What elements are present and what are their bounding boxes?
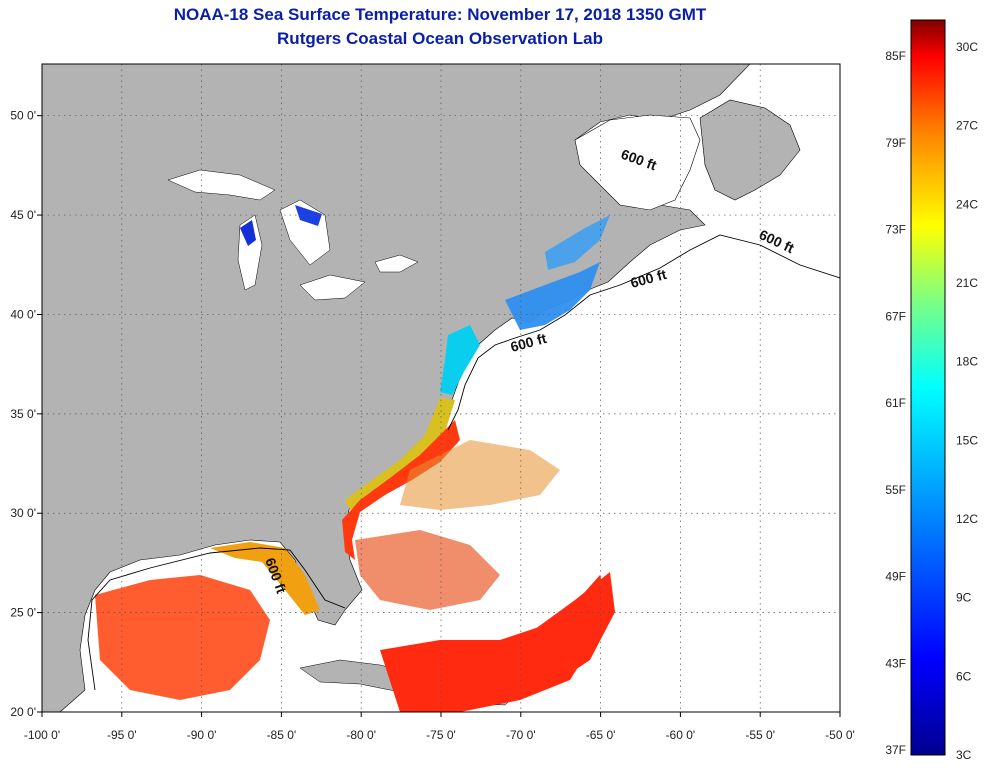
lake-huron-cold: [295, 205, 322, 226]
lon-tick-label: -100 0': [24, 728, 60, 742]
colorbar-c-label: 18C: [956, 355, 978, 369]
lon-tick-label: -55 0': [745, 728, 775, 742]
isobath-600ft: [447, 234, 840, 431]
sst-atlantic-east: [520, 572, 615, 690]
lon-tick-label: -75 0': [426, 728, 456, 742]
colorbar-f-label: 37F: [885, 743, 906, 757]
lon-tick-label: -95 0': [107, 728, 137, 742]
colorbar-c-label: 24C: [956, 197, 978, 211]
lon-tick-label: -70 0': [506, 728, 536, 742]
land-newfoundland: [699, 99, 801, 201]
colorbar-f-label: 49F: [885, 570, 906, 584]
sst-gulf-of-mexico: [95, 575, 270, 700]
lon-tick-label: -60 0': [666, 728, 696, 742]
lon-tick-label: -65 0': [586, 728, 616, 742]
sst-gulf-shelf-north: [210, 542, 320, 615]
colorbar-c-label: 3C: [956, 748, 972, 762]
colorbar-c-label: 15C: [956, 433, 978, 447]
colorbar-f-label: 67F: [885, 309, 906, 323]
map-subtitle: Rutgers Coastal Ocean Observation Lab: [277, 29, 603, 48]
lat-tick-label: 35 0': [10, 407, 36, 421]
colorbar-f-label: 55F: [885, 483, 906, 497]
colorbar-fahrenheit-labels: 85F 79F 73F 67F 61F 55F 49F 43F 37F: [885, 49, 906, 757]
sst-gulf-stream: [342, 420, 460, 560]
sst-gulf-of-maine: [505, 262, 600, 330]
sst-sargasso-scatter: [400, 440, 560, 510]
map-title: NOAA-18 Sea Surface Temperature: Novembe…: [173, 5, 707, 24]
colorbar-c-label: 21C: [956, 276, 978, 290]
colorbar-c-label: 30C: [956, 40, 978, 54]
lat-tick-label: 45 0': [10, 208, 36, 222]
lat-tick-label: 50 0': [10, 109, 36, 123]
sst-scotian-shelf: [545, 215, 610, 270]
isobath-600ft-gulf: [87, 547, 346, 691]
lat-tick-label: 30 0': [10, 506, 36, 520]
sst-carolina-shelf: [345, 398, 455, 510]
lon-tick-label: -80 0': [346, 728, 376, 742]
colorbar-c-label: 6C: [956, 669, 972, 683]
colorbar-f-label: 79F: [885, 136, 906, 150]
colorbar: [910, 19, 946, 756]
lon-tick-label: -90 0': [187, 728, 217, 742]
gulf-of-st-lawrence: [574, 114, 701, 211]
lake-superior-cold: [240, 220, 256, 246]
colorbar-f-label: 85F: [885, 49, 906, 63]
colorbar-f-label: 73F: [885, 223, 906, 237]
graticule: [42, 64, 840, 712]
colorbar-f-label: 43F: [885, 656, 906, 670]
colorbar-c-label: 12C: [956, 512, 978, 526]
colorbar-c-label: 27C: [956, 119, 978, 133]
colorbar-c-label: 9C: [956, 591, 972, 605]
sst-mid-atlantic-shelf: [440, 325, 480, 395]
lon-tick-label: -50 0': [825, 728, 855, 742]
sst-bahamas: [355, 530, 500, 610]
lat-tick-label: 25 0': [10, 606, 36, 620]
lon-tick-label: -85 0': [267, 728, 297, 742]
longitude-ticks: -100 0' -95 0' -90 0' -85 0' -80 0' -75 0' -70…: [24, 712, 855, 742]
latitude-ticks: 50 0' 45 0' 40 0' 35 0' 30 0' 25 0' 20 0': [10, 109, 42, 719]
lat-tick-label: 20 0': [10, 705, 36, 719]
colorbar-celsius-labels: 30C 27C 24C 21C 18C 15C 12C 9C 6C 3C: [956, 40, 978, 762]
colorbar-f-label: 61F: [885, 396, 906, 410]
lat-tick-label: 40 0': [10, 307, 36, 321]
